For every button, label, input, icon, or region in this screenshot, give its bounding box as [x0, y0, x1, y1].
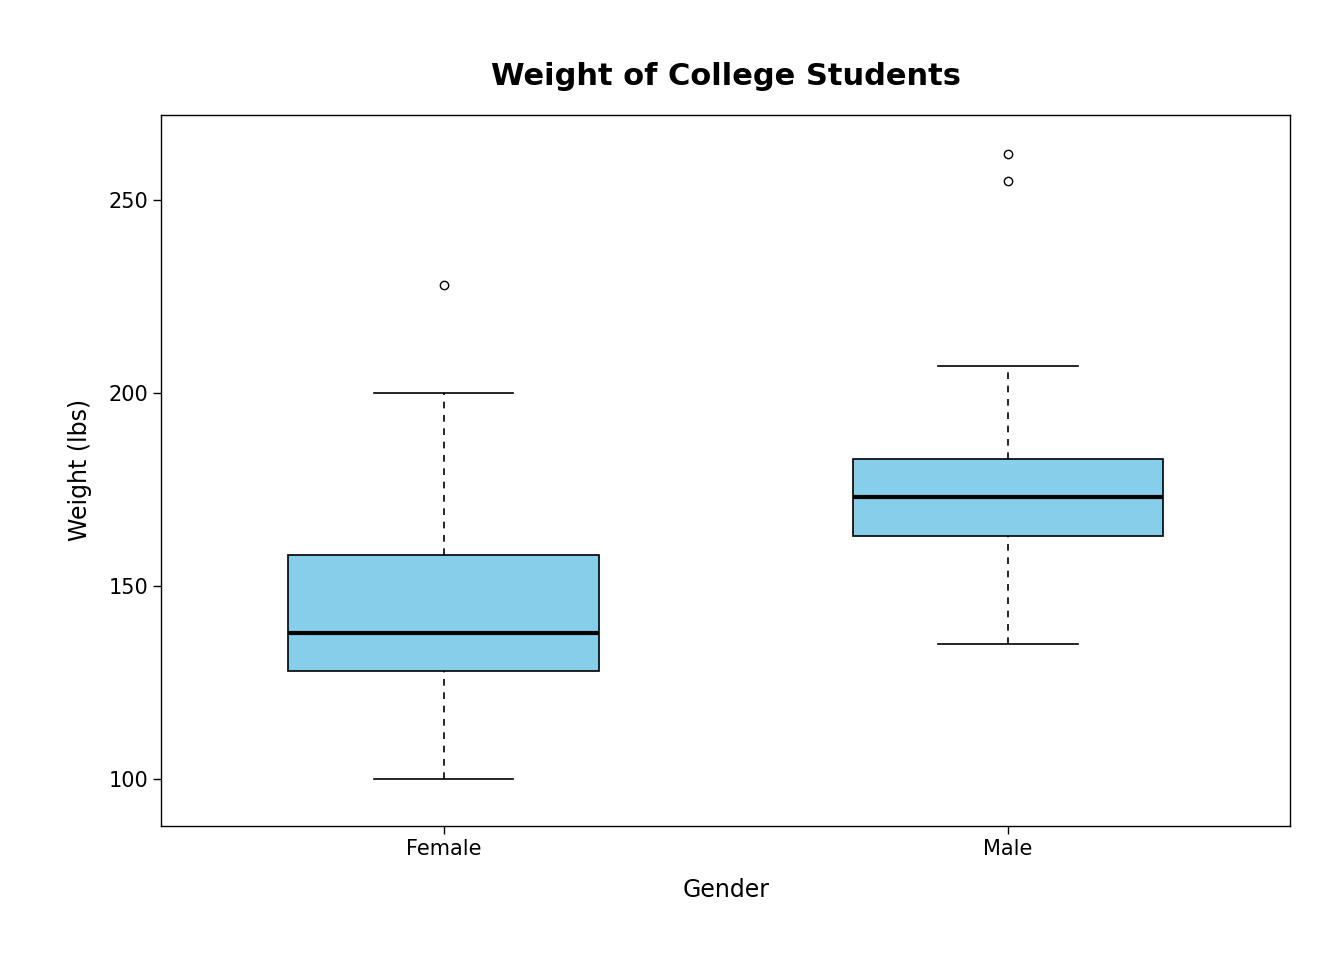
X-axis label: Gender: Gender	[683, 878, 769, 902]
Bar	[288, 555, 598, 671]
Bar	[852, 459, 1164, 536]
Title: Weight of College Students: Weight of College Students	[491, 61, 961, 90]
Y-axis label: Weight (lbs): Weight (lbs)	[67, 399, 91, 541]
